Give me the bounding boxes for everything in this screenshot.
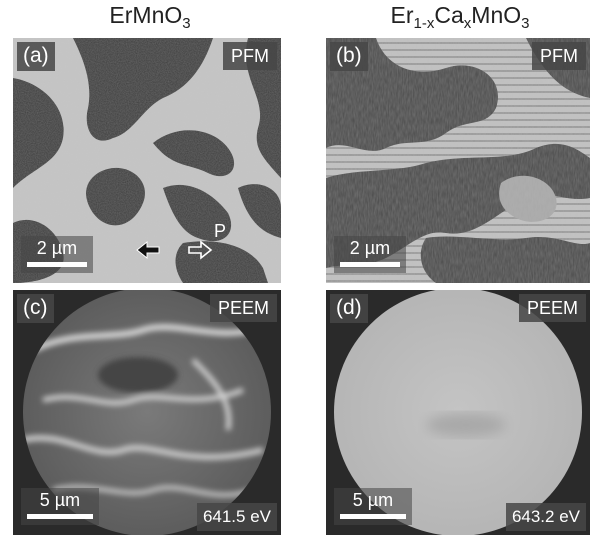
panel-label: (d): [330, 294, 368, 323]
peem-image-c: [23, 290, 271, 535]
panel-d-peem: (d) PEEM 5 µm 643.2 eV: [326, 290, 590, 535]
scale-bar-line: [340, 262, 400, 267]
column-title-er-ca-mno3: Er1-xCaxMnO3: [390, 2, 530, 32]
scale-bar-line: [340, 514, 406, 519]
energy-label: 643.2 eV: [505, 503, 586, 531]
scale-bar-label: 2 µm: [36, 238, 78, 258]
scale-bar: 2 µm: [334, 236, 406, 273]
mode-label: PFM: [223, 42, 277, 70]
scale-bar-label: 5 µm: [352, 490, 394, 510]
scale-bar-label: 5 µm: [39, 490, 81, 510]
panel-c-peem: (c) PEEM 5 µm 641.5 eV: [13, 290, 281, 535]
mode-label: PFM: [532, 42, 586, 70]
scale-bar: 5 µm: [21, 488, 99, 525]
panel-label: (c): [17, 294, 54, 323]
peem-image-d: [334, 290, 582, 535]
polarization-arrow-right: [188, 240, 213, 260]
panel-a-pfm: (a) PFM P 2 µm: [13, 38, 281, 283]
scale-bar: 2 µm: [21, 236, 93, 273]
panel-b-pfm: (b) PFM 2 µm: [326, 38, 590, 283]
polarization-arrow-left: [136, 240, 160, 260]
energy-label: 641.5 eV: [196, 503, 277, 531]
mode-label: PEEM: [209, 294, 277, 322]
polarization-label: P: [214, 221, 227, 241]
scale-bar-line: [27, 262, 87, 267]
mode-label: PEEM: [518, 294, 586, 322]
column-title-ermno3: ErMnO3: [109, 2, 191, 32]
panel-label: (b): [330, 42, 368, 71]
scale-bar-line: [27, 514, 93, 519]
panel-label: (a): [17, 42, 55, 71]
scale-bar-label: 2 µm: [349, 238, 391, 258]
scale-bar: 5 µm: [334, 488, 412, 525]
